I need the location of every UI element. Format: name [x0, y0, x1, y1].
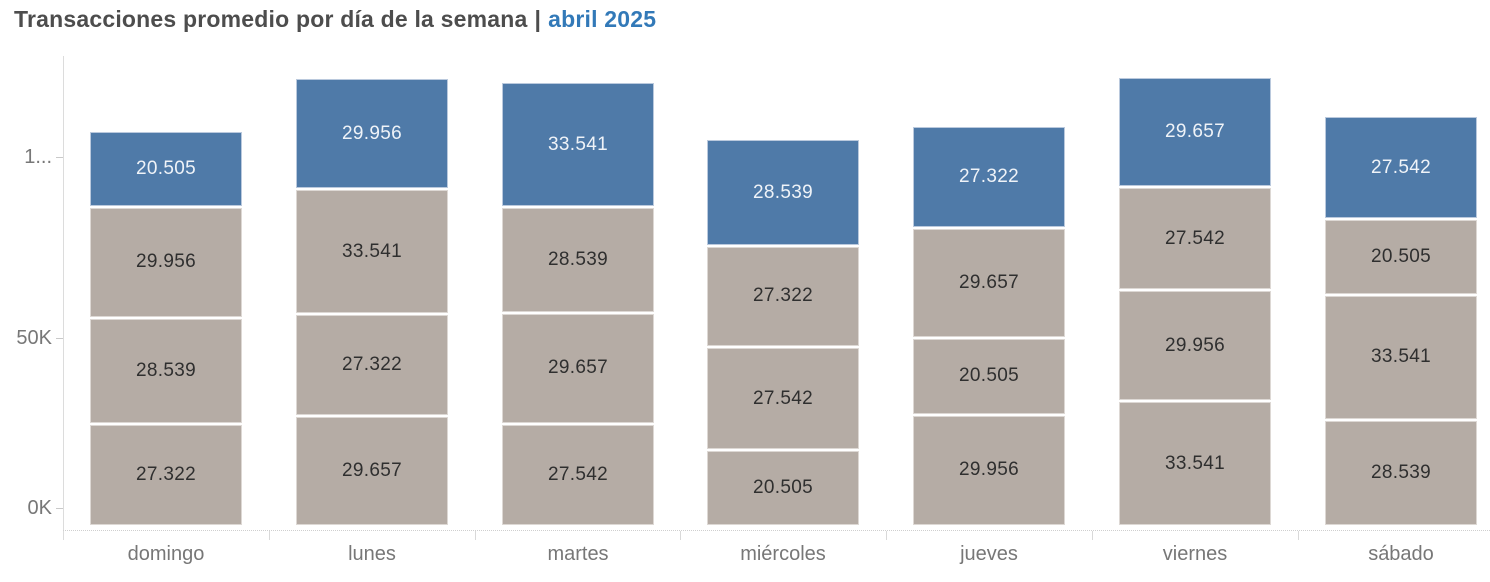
bar-segment-value: 29.657 [548, 357, 608, 379]
bar-segment-value: 29.657 [959, 272, 1019, 294]
bar-segment-value: 28.539 [1371, 461, 1431, 483]
bar-segment-viernes-2[interactable]: 29.956 [1119, 290, 1271, 401]
y-tick-mark [56, 157, 63, 158]
bar-segment-value: 28.539 [548, 249, 608, 271]
bar-segment-miércoles-4[interactable]: 28.539 [707, 140, 859, 245]
chart-title-main: Transacciones promedio por día de la sem… [14, 6, 528, 32]
bar-segment-value: 27.542 [1165, 227, 1225, 249]
category-separator-tick [475, 531, 476, 540]
bar-segment-value: 33.541 [1165, 452, 1225, 474]
x-axis-label-lunes: lunes [348, 543, 396, 565]
y-tick-label-1...: 1... [24, 146, 52, 168]
bar-segment-value: 28.539 [753, 181, 813, 203]
bar-segment-value: 29.956 [136, 251, 196, 273]
category-separator-tick [886, 531, 887, 540]
bar-segment-viernes-4[interactable]: 29.657 [1119, 78, 1271, 187]
bar-segment-miércoles-1[interactable]: 20.505 [707, 450, 859, 525]
x-axis-baseline [63, 530, 1490, 531]
bar-segment-value: 20.505 [753, 476, 813, 498]
bar-segment-value: 33.541 [1371, 346, 1431, 368]
bar-segment-lunes-2[interactable]: 27.322 [296, 315, 448, 415]
bar-segment-miércoles-2[interactable]: 27.542 [707, 348, 859, 449]
bar-segment-jueves-1[interactable]: 29.956 [913, 415, 1065, 525]
bar-segment-value: 27.542 [1371, 156, 1431, 178]
bar-segment-domingo-3[interactable]: 29.956 [90, 207, 242, 318]
category-separator-tick [269, 531, 270, 540]
bar-segment-lunes-3[interactable]: 33.541 [296, 190, 448, 314]
chart-title: Transacciones promedio por día de la sem… [14, 6, 656, 33]
bar-segment-domingo-2[interactable]: 28.539 [90, 319, 242, 424]
bar-segment-domingo-1[interactable]: 27.322 [90, 425, 242, 525]
bar-segment-value: 27.322 [959, 166, 1019, 188]
bar-segment-jueves-3[interactable]: 29.657 [913, 228, 1065, 338]
bar-segment-value: 20.505 [1371, 245, 1431, 267]
y-tick-label-50K: 50K [16, 327, 52, 349]
bar-segment-sábado-4[interactable]: 27.542 [1325, 117, 1477, 218]
bar-segment-lunes-4[interactable]: 29.956 [296, 78, 448, 189]
bar-segment-sábado-2[interactable]: 33.541 [1325, 296, 1477, 419]
category-separator-tick [1298, 531, 1299, 540]
bar-segment-value: 20.505 [136, 157, 196, 179]
category-separator-tick [680, 531, 681, 540]
bar-segment-miércoles-3[interactable]: 27.322 [707, 246, 859, 347]
bar-segment-viernes-3[interactable]: 27.542 [1119, 188, 1271, 289]
chart-title-period: abril 2025 [548, 6, 657, 32]
x-axis-label-jueves: jueves [960, 543, 1018, 565]
bar-segment-value: 27.322 [342, 353, 402, 375]
bar-segment-value: 29.956 [959, 459, 1019, 481]
bar-segment-viernes-1[interactable]: 33.541 [1119, 402, 1271, 525]
x-axis-label-miércoles: miércoles [740, 543, 826, 565]
bar-segment-value: 27.542 [548, 463, 608, 485]
x-axis-label-sábado: sábado [1368, 543, 1434, 565]
chart-title-separator: | [534, 6, 542, 32]
bar-segment-value: 28.539 [136, 360, 196, 382]
bar-segment-lunes-1[interactable]: 29.657 [296, 416, 448, 525]
category-separator-tick [1092, 531, 1093, 540]
bar-segment-value: 27.322 [753, 285, 813, 307]
bar-segment-value: 29.657 [342, 459, 402, 481]
bar-segment-martes-1[interactable]: 27.542 [502, 424, 654, 525]
bar-segment-value: 20.505 [959, 365, 1019, 387]
bar-segment-martes-2[interactable]: 29.657 [502, 314, 654, 423]
bar-segment-value: 27.322 [136, 464, 196, 486]
bar-segment-value: 29.956 [1165, 334, 1225, 356]
bar-segment-jueves-2[interactable]: 20.505 [913, 339, 1065, 414]
x-axis-label-viernes: viernes [1162, 543, 1228, 565]
x-axis-label-martes: martes [547, 543, 609, 565]
bar-segment-jueves-4[interactable]: 27.322 [913, 127, 1065, 227]
y-tick-mark [56, 508, 63, 509]
bar-segment-domingo-4[interactable]: 20.505 [90, 131, 242, 206]
bar-segment-martes-3[interactable]: 28.539 [502, 208, 654, 313]
x-axis-label-domingo: domingo [127, 543, 205, 565]
bar-segment-value: 27.542 [753, 387, 813, 409]
bar-segment-sábado-3[interactable]: 20.505 [1325, 219, 1477, 295]
y-tick-label-0K: 0K [27, 497, 52, 519]
bar-segment-value: 33.541 [548, 133, 608, 155]
bar-segment-sábado-1[interactable]: 28.539 [1325, 420, 1477, 525]
bar-segment-value: 33.541 [342, 240, 402, 262]
y-tick-mark [56, 338, 63, 339]
y-axis-line [63, 56, 64, 540]
bar-segment-value: 29.956 [342, 122, 402, 144]
bar-segment-martes-4[interactable]: 33.541 [502, 83, 654, 207]
bar-segment-value: 29.657 [1165, 121, 1225, 143]
